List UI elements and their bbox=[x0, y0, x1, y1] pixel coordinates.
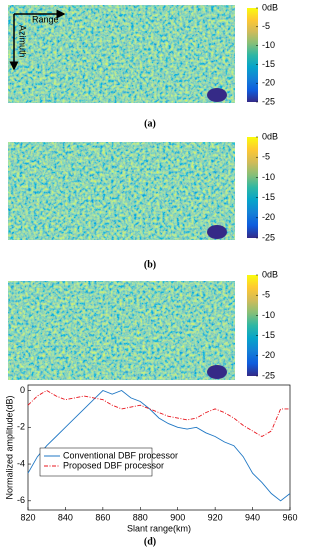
x-tick-label: 900 bbox=[170, 512, 185, 522]
sar-image-texture bbox=[8, 281, 235, 380]
water-region bbox=[207, 88, 227, 102]
plot-area bbox=[27, 384, 291, 511]
legend-label: Conventional DBF processor bbox=[63, 450, 178, 460]
colorbar-tick-label: -10 bbox=[262, 172, 275, 182]
colorbar-tick-label: -5 bbox=[262, 21, 270, 31]
legend-box bbox=[39, 447, 153, 477]
sar-image-texture bbox=[8, 5, 235, 103]
y-axis-label: Normalized amplitude(dB) bbox=[4, 395, 14, 499]
x-tick-label: 880 bbox=[133, 512, 148, 522]
y-tick-label: -6 bbox=[17, 495, 25, 505]
figure: 0dB-5-10-15-20-25(a)RangeAzimuth0dB-5-10… bbox=[4, 2, 297, 547]
y-tick-label: -4 bbox=[17, 458, 25, 468]
colorbar-tick-label: -25 bbox=[262, 370, 275, 380]
colorbar-tick-label: 0dB bbox=[262, 269, 278, 279]
colorbar-tick-label: -15 bbox=[262, 192, 275, 202]
x-axis-label: Slant range(km) bbox=[127, 523, 191, 533]
colorbar-tick-label: -20 bbox=[262, 78, 275, 88]
colorbar-tick-label: -15 bbox=[262, 330, 275, 340]
series-line bbox=[27, 389, 291, 502]
x-tick-label: 920 bbox=[208, 512, 223, 522]
colorbar-tick-label: 0dB bbox=[262, 131, 278, 141]
caption: (a) bbox=[144, 118, 156, 129]
colorbar-tick-label: -15 bbox=[262, 59, 275, 69]
legend-label: Proposed DBF processor bbox=[63, 460, 164, 470]
range-label: Range bbox=[32, 14, 59, 24]
x-tick-label: 960 bbox=[282, 512, 297, 522]
azimuth-label: Azimuth bbox=[18, 25, 28, 58]
colorbar-tick-label: -10 bbox=[262, 40, 275, 50]
colorbar bbox=[247, 275, 258, 376]
y-tick-label: -2 bbox=[17, 422, 25, 432]
colorbar-tick-label: -5 bbox=[262, 152, 270, 162]
sar-image-texture bbox=[8, 142, 235, 240]
colorbar-tick-label: -20 bbox=[262, 212, 275, 222]
x-tick-label: 840 bbox=[58, 512, 73, 522]
colorbar-tick-label: 0dB bbox=[262, 2, 278, 12]
colorbar bbox=[247, 8, 258, 102]
water-region bbox=[207, 225, 227, 239]
caption: (d) bbox=[144, 536, 156, 547]
colorbar-tick-label: -25 bbox=[262, 232, 275, 242]
water-region bbox=[207, 365, 227, 379]
colorbar-tick-label: -5 bbox=[262, 290, 270, 300]
colorbar bbox=[247, 137, 258, 238]
y-tick-label: 0 bbox=[20, 385, 25, 395]
series-line bbox=[27, 389, 290, 438]
colorbar-tick-label: -10 bbox=[262, 310, 275, 320]
colorbar-tick-label: -25 bbox=[262, 96, 275, 106]
x-tick-label: 940 bbox=[245, 512, 260, 522]
colorbar-tick-label: -20 bbox=[262, 350, 275, 360]
caption: (b) bbox=[144, 259, 156, 270]
x-tick-label: 860 bbox=[95, 512, 110, 522]
x-tick-label: 820 bbox=[20, 512, 35, 522]
